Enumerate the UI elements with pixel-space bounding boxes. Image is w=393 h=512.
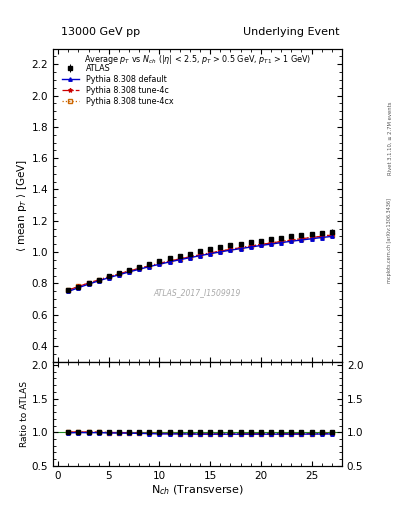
Pythia 8.308 tune-4cx <box>279 239 283 245</box>
Pythia 8.308 tune-4cx <box>157 260 162 266</box>
Pythia 8.308 tune-4cx <box>329 232 334 238</box>
Pythia 8.308 tune-4c <box>248 243 253 249</box>
Pythia 8.308 default <box>309 236 314 242</box>
Pythia 8.308 default <box>187 254 192 261</box>
Pythia 8.308 tune-4cx <box>86 280 91 286</box>
Pythia 8.308 tune-4cx <box>208 250 213 256</box>
Pythia 8.308 tune-4c <box>117 271 121 277</box>
Text: Average $p_T$ vs $N_{ch}$ ($|\eta|$ < 2.5, $p_T$ > 0.5 GeV, $p_{T1}$ > 1 GeV): Average $p_T$ vs $N_{ch}$ ($|\eta|$ < 2.… <box>84 53 311 67</box>
Pythia 8.308 tune-4cx <box>228 246 233 252</box>
Pythia 8.308 tune-4cx <box>76 284 81 290</box>
Pythia 8.308 tune-4c <box>147 263 152 269</box>
Pythia 8.308 default <box>238 246 243 252</box>
Pythia 8.308 default <box>167 259 172 265</box>
Pythia 8.308 default <box>299 237 304 243</box>
Pythia 8.308 default <box>96 278 101 284</box>
Pythia 8.308 default <box>319 234 324 241</box>
Pythia 8.308 tune-4c <box>259 242 263 248</box>
Pythia 8.308 default <box>198 252 202 259</box>
Pythia 8.308 default <box>248 244 253 250</box>
Pythia 8.308 tune-4c <box>289 237 294 243</box>
Pythia 8.308 default <box>157 261 162 267</box>
Text: ATLAS_2017_I1509919: ATLAS_2017_I1509919 <box>154 288 241 297</box>
Pythia 8.308 tune-4c <box>157 260 162 266</box>
Pythia 8.308 tune-4c <box>228 246 233 252</box>
Pythia 8.308 tune-4c <box>107 274 111 280</box>
Pythia 8.308 tune-4cx <box>309 234 314 241</box>
Pythia 8.308 tune-4cx <box>177 255 182 262</box>
Pythia 8.308 default <box>228 247 233 253</box>
Legend: ATLAS, Pythia 8.308 default, Pythia 8.308 tune-4c, Pythia 8.308 tune-4cx: ATLAS, Pythia 8.308 default, Pythia 8.30… <box>60 62 175 108</box>
Pythia 8.308 tune-4c <box>319 233 324 239</box>
Pythia 8.308 tune-4cx <box>66 287 71 293</box>
Pythia 8.308 tune-4c <box>76 284 81 290</box>
Pythia 8.308 default <box>279 240 283 246</box>
Pythia 8.308 default <box>329 233 334 240</box>
Pythia 8.308 tune-4c <box>238 245 243 251</box>
Pythia 8.308 default <box>117 272 121 278</box>
Pythia 8.308 default <box>66 288 71 294</box>
Pythia 8.308 default <box>76 285 81 291</box>
Pythia 8.308 default <box>218 249 223 255</box>
Pythia 8.308 tune-4cx <box>117 271 121 277</box>
Pythia 8.308 tune-4c <box>96 277 101 283</box>
Pythia 8.308 default <box>208 251 213 257</box>
Line: Pythia 8.308 tune-4cx: Pythia 8.308 tune-4cx <box>66 233 334 292</box>
Pythia 8.308 tune-4c <box>167 258 172 264</box>
Pythia 8.308 default <box>86 281 91 287</box>
Text: Underlying Event: Underlying Event <box>243 27 340 37</box>
Pythia 8.308 tune-4cx <box>127 268 131 274</box>
Pythia 8.308 tune-4c <box>66 287 71 293</box>
Pythia 8.308 default <box>127 269 131 275</box>
Pythia 8.308 tune-4cx <box>167 258 172 264</box>
Pythia 8.308 tune-4cx <box>96 277 101 283</box>
Pythia 8.308 default <box>177 257 182 263</box>
Line: Pythia 8.308 default: Pythia 8.308 default <box>66 234 334 293</box>
Pythia 8.308 tune-4c <box>218 248 223 254</box>
Pythia 8.308 tune-4cx <box>218 248 223 254</box>
Pythia 8.308 tune-4c <box>299 236 304 242</box>
Pythia 8.308 tune-4cx <box>268 240 273 246</box>
Pythia 8.308 default <box>147 264 152 270</box>
Pythia 8.308 default <box>137 266 141 272</box>
Pythia 8.308 tune-4c <box>187 254 192 260</box>
Pythia 8.308 tune-4cx <box>137 265 141 271</box>
Pythia 8.308 default <box>268 241 273 247</box>
Line: Pythia 8.308 tune-4c: Pythia 8.308 tune-4c <box>66 233 334 292</box>
Pythia 8.308 tune-4cx <box>107 274 111 280</box>
Pythia 8.308 tune-4cx <box>187 253 192 260</box>
Pythia 8.308 tune-4c <box>208 250 213 256</box>
Pythia 8.308 tune-4c <box>86 280 91 286</box>
Text: 13000 GeV pp: 13000 GeV pp <box>61 27 140 37</box>
Pythia 8.308 tune-4cx <box>238 244 243 250</box>
Pythia 8.308 default <box>289 238 294 244</box>
Pythia 8.308 tune-4cx <box>259 241 263 247</box>
Pythia 8.308 tune-4c <box>177 256 182 262</box>
Pythia 8.308 tune-4cx <box>198 252 202 258</box>
Pythia 8.308 tune-4cx <box>147 263 152 269</box>
Pythia 8.308 default <box>259 242 263 248</box>
Pythia 8.308 tune-4c <box>198 252 202 258</box>
Pythia 8.308 default <box>107 274 111 281</box>
Pythia 8.308 tune-4c <box>279 239 283 245</box>
Y-axis label: ⟨ mean p$_T$ ⟩ [GeV]: ⟨ mean p$_T$ ⟩ [GeV] <box>15 159 29 251</box>
Y-axis label: Ratio to ATLAS: Ratio to ATLAS <box>20 381 29 447</box>
Text: mcplots.cern.ch [arXiv:1306.3436]: mcplots.cern.ch [arXiv:1306.3436] <box>387 198 392 283</box>
Pythia 8.308 tune-4c <box>127 268 131 274</box>
Pythia 8.308 tune-4c <box>137 265 141 271</box>
Pythia 8.308 tune-4cx <box>319 233 324 239</box>
Text: Rivet 3.1.10, ≥ 2.7M events: Rivet 3.1.10, ≥ 2.7M events <box>387 101 392 175</box>
Pythia 8.308 tune-4cx <box>248 243 253 249</box>
Pythia 8.308 tune-4cx <box>299 236 304 242</box>
Pythia 8.308 tune-4c <box>309 234 314 241</box>
Pythia 8.308 tune-4c <box>329 232 334 238</box>
Pythia 8.308 tune-4c <box>268 240 273 246</box>
X-axis label: N$_{ch}$ (Transverse): N$_{ch}$ (Transverse) <box>151 483 244 497</box>
Pythia 8.308 tune-4cx <box>289 237 294 243</box>
